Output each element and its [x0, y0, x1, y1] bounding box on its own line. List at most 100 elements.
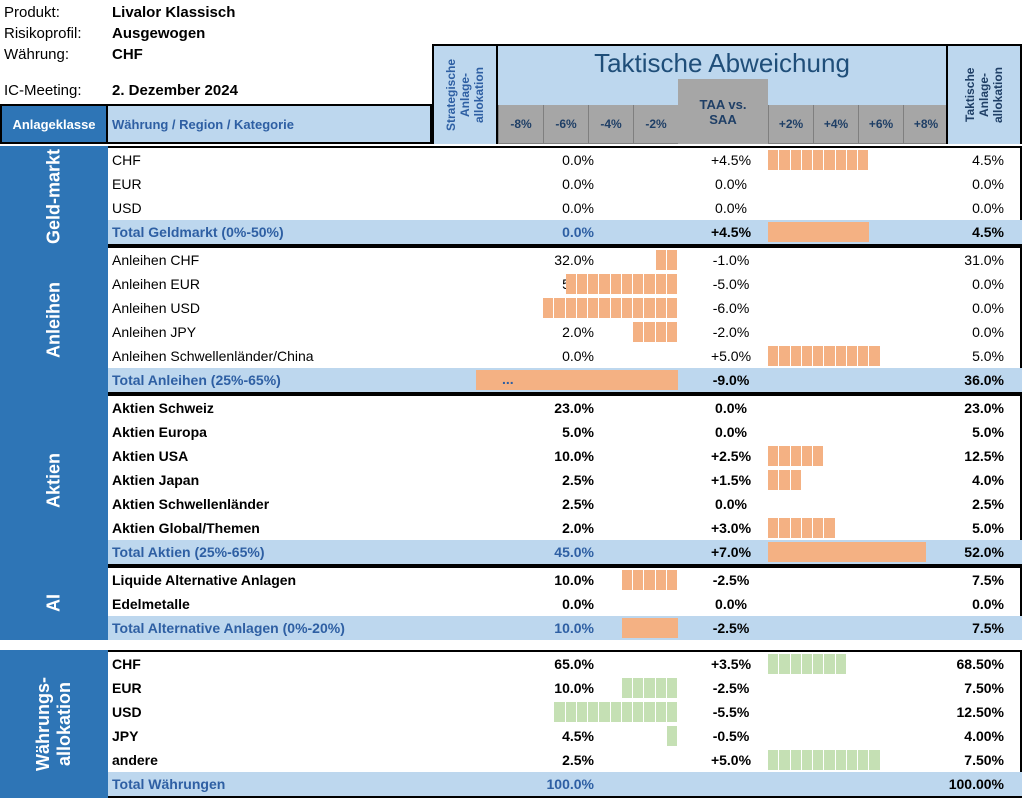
cell-taa: 4.00%	[964, 728, 1004, 744]
cell-name: USD	[112, 200, 142, 216]
bar-segment	[813, 150, 825, 170]
bar-segment	[655, 570, 667, 590]
cell-taa: 7.50%	[964, 752, 1004, 768]
table-row: EUR 0.0% 0.0% 0.0%	[108, 172, 1022, 196]
cell-diff: +5.0%	[710, 348, 752, 364]
cell-name: Anleihen JPY	[112, 324, 197, 340]
header-strategisch-label: Strategische Anlage-allokation	[444, 58, 486, 132]
section-label: Anleihen	[0, 246, 108, 394]
bar-segment	[655, 322, 667, 342]
bar-segment	[790, 470, 802, 490]
bar-segment	[633, 702, 645, 722]
cell-taa: 100.00%	[948, 776, 1004, 792]
cell-name: Total Anleihen (25%-65%)	[112, 372, 281, 388]
cell-taa: 7.50%	[964, 680, 1004, 696]
cell-saa: 100.0%	[546, 776, 594, 792]
cell-name: Aktien Japan	[112, 472, 200, 488]
bar-segment	[835, 654, 847, 674]
table-row: Aktien Schweiz 23.0% 0.0% 23.0%	[108, 396, 1022, 420]
bar-segment	[846, 750, 858, 770]
bar-segment	[801, 346, 813, 366]
cell-name: EUR	[112, 176, 142, 192]
header-strategisch: Strategische Anlage-allokation	[432, 44, 498, 144]
bar-segment	[768, 750, 780, 770]
table-row: Aktien Europa 5.0% 0.0% 5.0%	[108, 420, 1022, 444]
cell-saa: 2.5%	[562, 496, 594, 512]
bar-segment	[813, 446, 825, 466]
cell-diff: -9.0%	[712, 372, 750, 388]
bar-segment	[768, 346, 780, 366]
cell-name: Anleihen USD	[112, 300, 200, 316]
bar-segment	[869, 346, 881, 366]
deviation-bar	[543, 298, 678, 318]
deviation-bar	[768, 150, 870, 170]
cell-diff: -0.5%	[712, 728, 750, 744]
cell-diff: -5.5%	[712, 704, 750, 720]
cell-saa: 2.5%	[562, 472, 594, 488]
cell-taa: 5.0%	[972, 348, 1004, 364]
table-row: Anleihen EUR5.0%-5.0%0.0%	[108, 272, 1022, 296]
bar-segment	[858, 346, 870, 366]
bar-segment	[644, 322, 656, 342]
bar-segment	[554, 298, 566, 318]
bar-segment	[846, 150, 858, 170]
cell-taa: 0.0%	[972, 176, 1004, 192]
bar-segment	[621, 298, 633, 318]
tick-label: +4%	[813, 105, 858, 144]
cell-saa: 2.0%	[562, 520, 594, 536]
bar-segment	[621, 678, 633, 698]
bar-segment	[666, 726, 678, 746]
bar-segment	[633, 298, 645, 318]
bar-segment	[621, 570, 633, 590]
meta-label: IC-Meeting:	[4, 82, 82, 99]
bar-segment	[779, 150, 791, 170]
header-taktisch-title: Taktische Abweichung	[594, 48, 850, 78]
cell-saa: 23.0%	[554, 400, 594, 416]
bar-segment	[666, 298, 678, 318]
bar-segment	[813, 518, 825, 538]
table-row: andere 2.5% +5.0% 7.50%	[108, 748, 1022, 772]
bar-segment	[666, 678, 678, 698]
bar-segment	[599, 702, 611, 722]
bar-segment	[621, 702, 633, 722]
bar-segment	[610, 298, 622, 318]
cell-diff: 0.0%	[715, 424, 747, 440]
cell-name: Total Alternative Anlagen (0%-20%)	[112, 620, 345, 636]
cell-taa: 2.5%	[972, 496, 1004, 512]
bar-segment	[655, 298, 667, 318]
table-row: Anleihen Schwellenländer/China 0.0% +5.0% 5…	[108, 344, 1022, 368]
cell-name: JPY	[112, 728, 139, 744]
table-row: Aktien Global/Themen 2.0% +3.0% 5.0%	[108, 516, 1022, 540]
bar-segment	[588, 298, 600, 318]
bar-segment	[644, 702, 656, 722]
bar-segment	[610, 702, 622, 722]
header-kategorie-label: Währung / Region / Kategorie	[112, 116, 295, 132]
bar-segment	[846, 346, 858, 366]
section-label: Währungs-allokation	[0, 650, 108, 798]
table-row: Anleihen JPY 2.0% -2.0% 0.0%	[108, 320, 1022, 344]
cell-name: CHF	[112, 656, 141, 672]
bar-segment	[779, 446, 791, 466]
bar-segment	[599, 298, 611, 318]
deviation-bar	[621, 618, 678, 638]
bar-segment	[768, 518, 780, 538]
cell-name: Aktien USA	[112, 448, 189, 464]
cell-diff: 0.0%	[715, 496, 747, 512]
cell-taa: 4.5%	[972, 224, 1004, 240]
cell-diff: -6.0%	[712, 300, 750, 316]
cell-taa: 7.5%	[972, 620, 1004, 636]
bar-segment	[869, 750, 881, 770]
cell-name: EUR	[112, 680, 142, 696]
cell-diff: +2.5%	[710, 448, 752, 464]
cell-taa: 4.5%	[972, 152, 1004, 168]
cell-name: Anleihen EUR	[112, 276, 200, 292]
cell-taa: 0.0%	[972, 324, 1004, 340]
cell-taa: 23.0%	[964, 400, 1004, 416]
bar-segment	[666, 702, 678, 722]
cell-diff: -2.5%	[712, 680, 750, 696]
bar-segment	[779, 750, 791, 770]
tick-label: +2%	[768, 105, 813, 144]
meta-value: CHF	[112, 46, 143, 63]
bar-segment	[644, 298, 656, 318]
bar-segment	[790, 150, 802, 170]
